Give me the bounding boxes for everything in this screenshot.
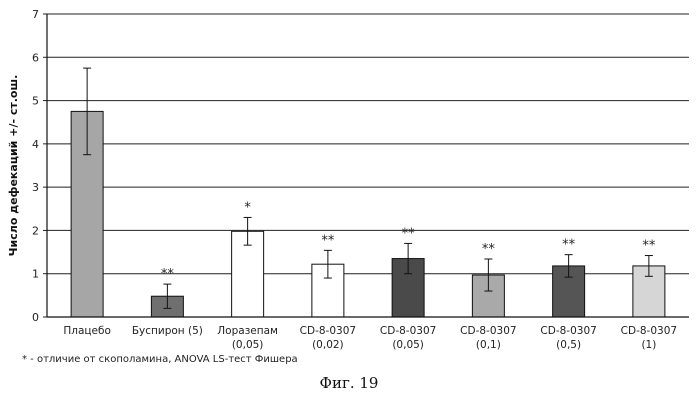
significance-label: ** — [562, 238, 576, 253]
figure-caption: Фиг. 19 — [320, 374, 379, 392]
bars: ************* — [71, 68, 665, 317]
significance-label: ** — [161, 267, 175, 282]
category-label: CD-8-0307 — [540, 325, 596, 337]
category-label: (0,05) — [392, 339, 424, 351]
significance-label: * — [244, 200, 251, 215]
category-label: (0,1) — [476, 339, 501, 351]
category-label: Буспирон (5) — [132, 325, 203, 337]
category-label: (0,02) — [312, 339, 344, 351]
category-label: (0,05) — [232, 339, 264, 351]
category-label: (0,5) — [556, 339, 581, 351]
significance-label: ** — [642, 239, 656, 254]
y-tick-label: 6 — [32, 51, 39, 64]
significance-label: ** — [402, 226, 416, 241]
y-axis-label: Число дефекаций +/- ст.ош. — [7, 75, 20, 257]
significance-label: ** — [482, 242, 496, 257]
y-tick-label: 2 — [32, 224, 39, 237]
category-label: CD-8-0307 — [300, 325, 356, 337]
y-axis-ticks: 0 1 2 3 4 5 6 7 — [32, 8, 47, 324]
y-tick-label: 1 — [32, 268, 39, 281]
grid-lines — [47, 14, 689, 274]
category-label: CD-8-0307 — [380, 325, 436, 337]
category-label: Плацебо — [63, 325, 111, 337]
significance-label: ** — [321, 233, 335, 248]
category-label: Лоразепам — [217, 325, 278, 337]
footnote: * - отличие от скополамина, ANOVA LS-тес… — [22, 354, 298, 365]
y-tick-label: 5 — [32, 95, 39, 108]
y-tick-label: 4 — [32, 138, 39, 151]
y-tick-label: 3 — [32, 181, 39, 194]
y-tick-label: 7 — [32, 8, 39, 21]
category-label: CD-8-0307 — [460, 325, 516, 337]
category-label: CD-8-0307 — [621, 325, 677, 337]
y-tick-label: 0 — [32, 311, 39, 324]
category-labels: Плацебо Буспирон (5) Лоразепам (0,05) CD-8-0… — [63, 325, 677, 351]
category-label: (1) — [641, 339, 656, 351]
